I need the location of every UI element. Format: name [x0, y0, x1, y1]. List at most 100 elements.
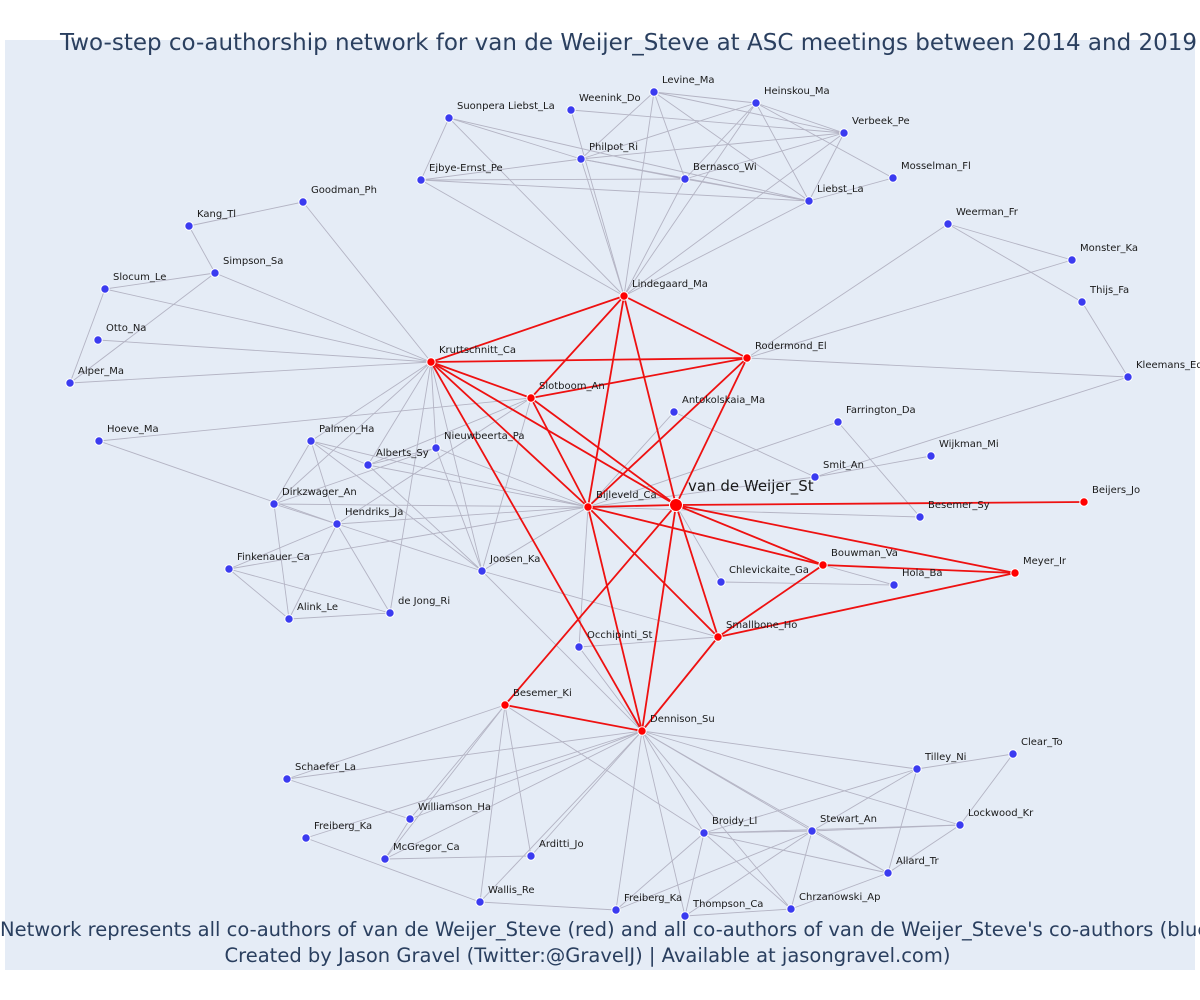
node-occhipinti-st[interactable]: Occhipinti_St [574, 630, 653, 652]
node-stewart-an[interactable]: Stewart_An [807, 814, 877, 836]
node-marker[interactable] [669, 407, 679, 417]
node-marker[interactable] [583, 502, 593, 512]
node-marker[interactable] [1008, 749, 1018, 759]
node-otto-na[interactable]: Otto_Na [93, 323, 147, 345]
node-marker[interactable] [915, 512, 925, 522]
node-marker[interactable] [680, 911, 690, 921]
node-hendriks-ja[interactable]: Hendriks_Ja [332, 507, 404, 529]
node-meyer-ir[interactable]: Meyer_Ir [1010, 556, 1067, 578]
node-marker[interactable] [1079, 497, 1089, 507]
node-allard-tr[interactable]: Allard_Tr [883, 856, 940, 878]
node-marker[interactable] [883, 868, 893, 878]
node-chrzanowski-ap[interactable]: Chrzanowski_Ap [786, 892, 881, 914]
node-marker[interactable] [943, 219, 953, 229]
node-marker[interactable] [839, 128, 849, 138]
node-marker[interactable] [477, 566, 487, 576]
node-marker[interactable] [649, 87, 659, 97]
node-marker[interactable] [1123, 372, 1133, 382]
node-monster-ka[interactable]: Monster_Ka [1067, 243, 1138, 265]
node-alper-ma[interactable]: Alper_Ma [65, 366, 124, 388]
node-finkenauer-ca[interactable]: Finkenauer_Ca [224, 552, 310, 574]
node-marker[interactable] [416, 175, 426, 185]
node-marker[interactable] [444, 113, 454, 123]
node-marker[interactable] [576, 154, 586, 164]
node-levine-ma[interactable]: Levine_Ma [649, 75, 715, 97]
node-marker[interactable] [284, 614, 294, 624]
node-marker[interactable] [751, 98, 761, 108]
node-antokolskaia-ma[interactable]: Antokolskaia_Ma [669, 395, 765, 417]
node-freiberg-ka[interactable]: Freiberg_Ka [301, 821, 372, 843]
node-lindegaard-ma[interactable]: Lindegaard_Ma [619, 279, 708, 301]
node-mosselman-fl[interactable]: Mosselman_Fl [888, 161, 971, 183]
node-marker[interactable] [526, 851, 536, 861]
node-slocum-le[interactable]: Slocum_Le [100, 272, 167, 294]
node-marker[interactable] [566, 105, 576, 115]
node-marker[interactable] [926, 451, 936, 461]
node-marker[interactable] [804, 196, 814, 206]
node-bouwman-va[interactable]: Bouwman_Va [818, 548, 898, 570]
node-marker[interactable] [1077, 297, 1087, 307]
node-marker[interactable] [301, 833, 311, 843]
node-dennison-su[interactable]: Dennison_Su [637, 714, 715, 736]
node-marker[interactable] [818, 560, 828, 570]
node-beijers-jo[interactable]: Beijers_Jo [1079, 485, 1140, 507]
node-marker[interactable] [431, 443, 441, 453]
node-farrington-da[interactable]: Farrington_Da [833, 405, 916, 427]
node-wallis-re[interactable]: Wallis_Re [475, 885, 535, 907]
node-marker[interactable] [912, 764, 922, 774]
node-marker[interactable] [475, 897, 485, 907]
node-thompson-ca[interactable]: Thompson_Ca [680, 899, 764, 921]
node-marker[interactable] [833, 417, 843, 427]
node-marker[interactable] [955, 820, 965, 830]
node-marker[interactable] [888, 173, 898, 183]
node-suonpera-liebst-la[interactable]: Suonpera Liebst_La [444, 101, 555, 123]
node-weerman-fr[interactable]: Weerman_Fr [943, 207, 1019, 229]
node-marker[interactable] [100, 284, 110, 294]
node-tilley-ni[interactable]: Tilley_Ni [912, 752, 967, 774]
node-kang-tl[interactable]: Kang_Tl [184, 209, 236, 231]
node-philpot-ri[interactable]: Philpot_Ri [576, 142, 638, 164]
node-marker[interactable] [269, 499, 279, 509]
node-van-de-weijer-st[interactable]: van de Weijer_St [669, 477, 814, 512]
node-marker[interactable] [669, 498, 683, 512]
node-thijs-fa[interactable]: Thijs_Fa [1077, 285, 1129, 307]
node-marker[interactable] [1067, 255, 1077, 265]
node-freiberg-ka-2[interactable]: Freiberg_Ka [611, 893, 682, 915]
node-smallbone-ho[interactable]: Smallbone_Ho [713, 620, 798, 642]
node-verbeek-pe[interactable]: Verbeek_Pe [839, 116, 910, 138]
node-marker[interactable] [426, 357, 436, 367]
node-schaefer-la[interactable]: Schaefer_La [282, 762, 356, 784]
node-marker[interactable] [282, 774, 292, 784]
node-marker[interactable] [306, 436, 316, 446]
node-marker[interactable] [210, 268, 220, 278]
node-marker[interactable] [94, 436, 104, 446]
node-marker[interactable] [298, 197, 308, 207]
node-simpson-sa[interactable]: Simpson_Sa [210, 256, 284, 278]
node-chlevickaite-ga[interactable]: Chlevickaite_Ga [716, 565, 809, 587]
node-bernasco-wi[interactable]: Bernasco_Wi [680, 162, 757, 184]
node-marker[interactable] [699, 828, 709, 838]
node-besemer-ki[interactable]: Besemer_Ki [500, 688, 572, 710]
node-marker[interactable] [889, 580, 899, 590]
node-kruttschnitt-ca[interactable]: Kruttschnitt_Ca [426, 345, 516, 367]
node-marker[interactable] [1010, 568, 1020, 578]
node-marker[interactable] [574, 642, 584, 652]
node-marker[interactable] [385, 608, 395, 618]
node-marker[interactable] [810, 472, 820, 482]
node-marker[interactable] [713, 632, 723, 642]
node-marker[interactable] [807, 826, 817, 836]
node-joosen-ka[interactable]: Joosen_Ka [477, 554, 541, 576]
node-heinskou-ma[interactable]: Heinskou_Ma [751, 86, 830, 108]
node-nieuwbeerta-pa[interactable]: Nieuwbeerta_Pa [431, 431, 525, 453]
node-bijleveld-ca[interactable]: Bijleveld_Ca [583, 490, 657, 512]
node-palmen-ha[interactable]: Palmen_Ha [306, 424, 375, 446]
node-williamson-ha[interactable]: Williamson_Ha [405, 802, 491, 824]
node-marker[interactable] [363, 460, 373, 470]
node-ejbye-ernst-pe[interactable]: Ejbye-Ernst_Pe [416, 163, 503, 185]
node-weenink-do[interactable]: Weenink_Do [566, 93, 641, 115]
node-liebst-la[interactable]: Liebst_La [804, 184, 864, 206]
node-wijkman-mi[interactable]: Wijkman_Mi [926, 439, 999, 461]
node-marker[interactable] [224, 564, 234, 574]
node-alink-le[interactable]: Alink_Le [284, 602, 338, 624]
node-slotboom-an[interactable]: Slotboom_An [526, 381, 605, 403]
